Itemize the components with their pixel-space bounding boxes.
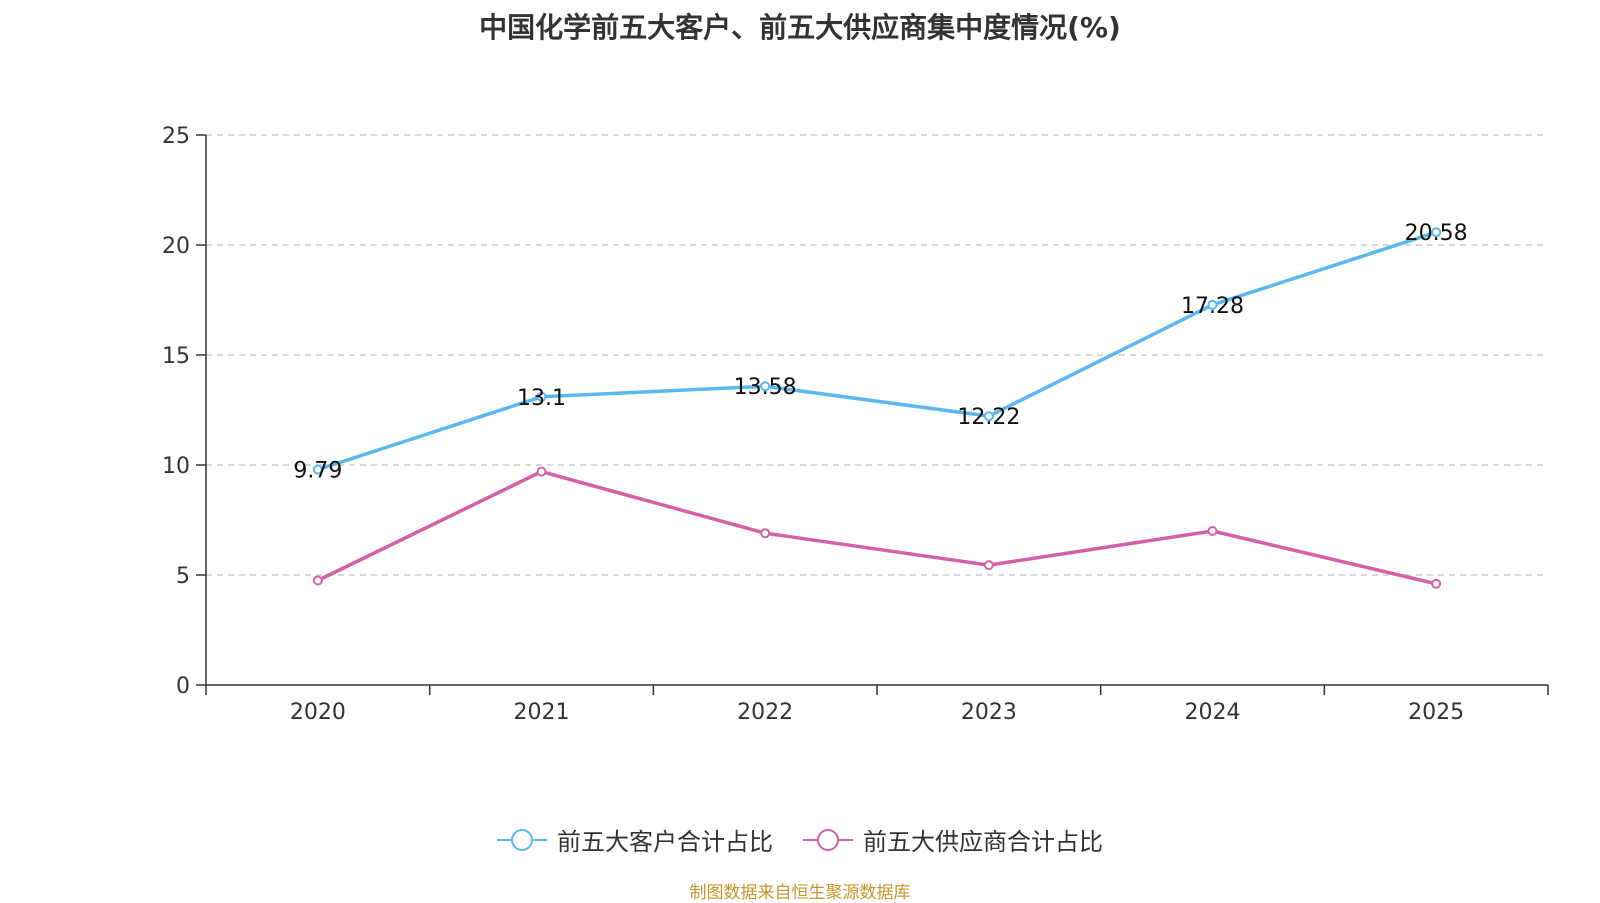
series-1-point-1 [536,466,547,477]
legend-item-customers[interactable]: 前五大客户合计占比 [497,822,773,857]
y-tick-label: 0 [176,674,190,699]
series-0-point-0 [312,464,323,475]
series-1-point-2 [760,528,771,539]
legend-customers-label: 前五大客户合计占比 [557,828,773,856]
series-0-point-5 [1431,227,1442,238]
data-label: 9.79 [293,459,342,484]
x-tick-label: 2023 [961,700,1017,725]
series-1-point-4 [1207,526,1218,536]
series-0-point-4 [1207,299,1218,310]
y-tick-label: 5 [176,564,190,589]
data-label: 13.58 [734,375,797,400]
series-1-point-0 [312,575,323,586]
series-1-point-5 [1431,578,1442,589]
grid-lines [206,134,1548,576]
series-line-0 [317,230,1437,472]
legend-suppliers-marker-icon [803,828,853,852]
data-label: 12.22 [957,405,1020,430]
x-tick-label: 2021 [514,700,570,725]
x-tick-label: 2020 [290,700,346,725]
y-tick-label: 15 [162,344,190,369]
series-0-point-3 [983,411,994,422]
legend-item-suppliers[interactable]: 前五大供应商合计占比 [803,822,1103,857]
series-0-point-1 [536,391,547,402]
y-tick-label: 10 [162,454,190,479]
data-label: 17.28 [1181,294,1244,319]
series-line-1 [317,469,1437,586]
series-0-point-2 [760,381,771,392]
chart-title: 中国化学前五大客户、前五大供应商集中度情况(%) [479,11,1121,44]
x-tick-label: 2022 [737,700,793,725]
series-1-point-3 [983,560,994,571]
data-label: 13.1 [517,386,566,411]
legend-customers-marker-icon [497,828,547,852]
legend: 前五大客户合计占比 前五大供应商合计占比 [0,822,1600,857]
legend-suppliers-label: 前五大供应商合计占比 [863,828,1103,856]
series [312,227,1442,589]
x-tick-label: 2024 [1185,700,1241,725]
source-note: 制图数据来自恒生聚源数据库 [689,883,911,903]
x-tick-label: 2025 [1408,700,1464,725]
y-tick-label: 25 [162,124,190,149]
data-labels: 9.79 13.1 13.58 12.22 17.28 20.58 [293,221,1467,483]
data-label: 20.58 [1405,221,1468,246]
y-tick-label: 20 [162,234,190,259]
